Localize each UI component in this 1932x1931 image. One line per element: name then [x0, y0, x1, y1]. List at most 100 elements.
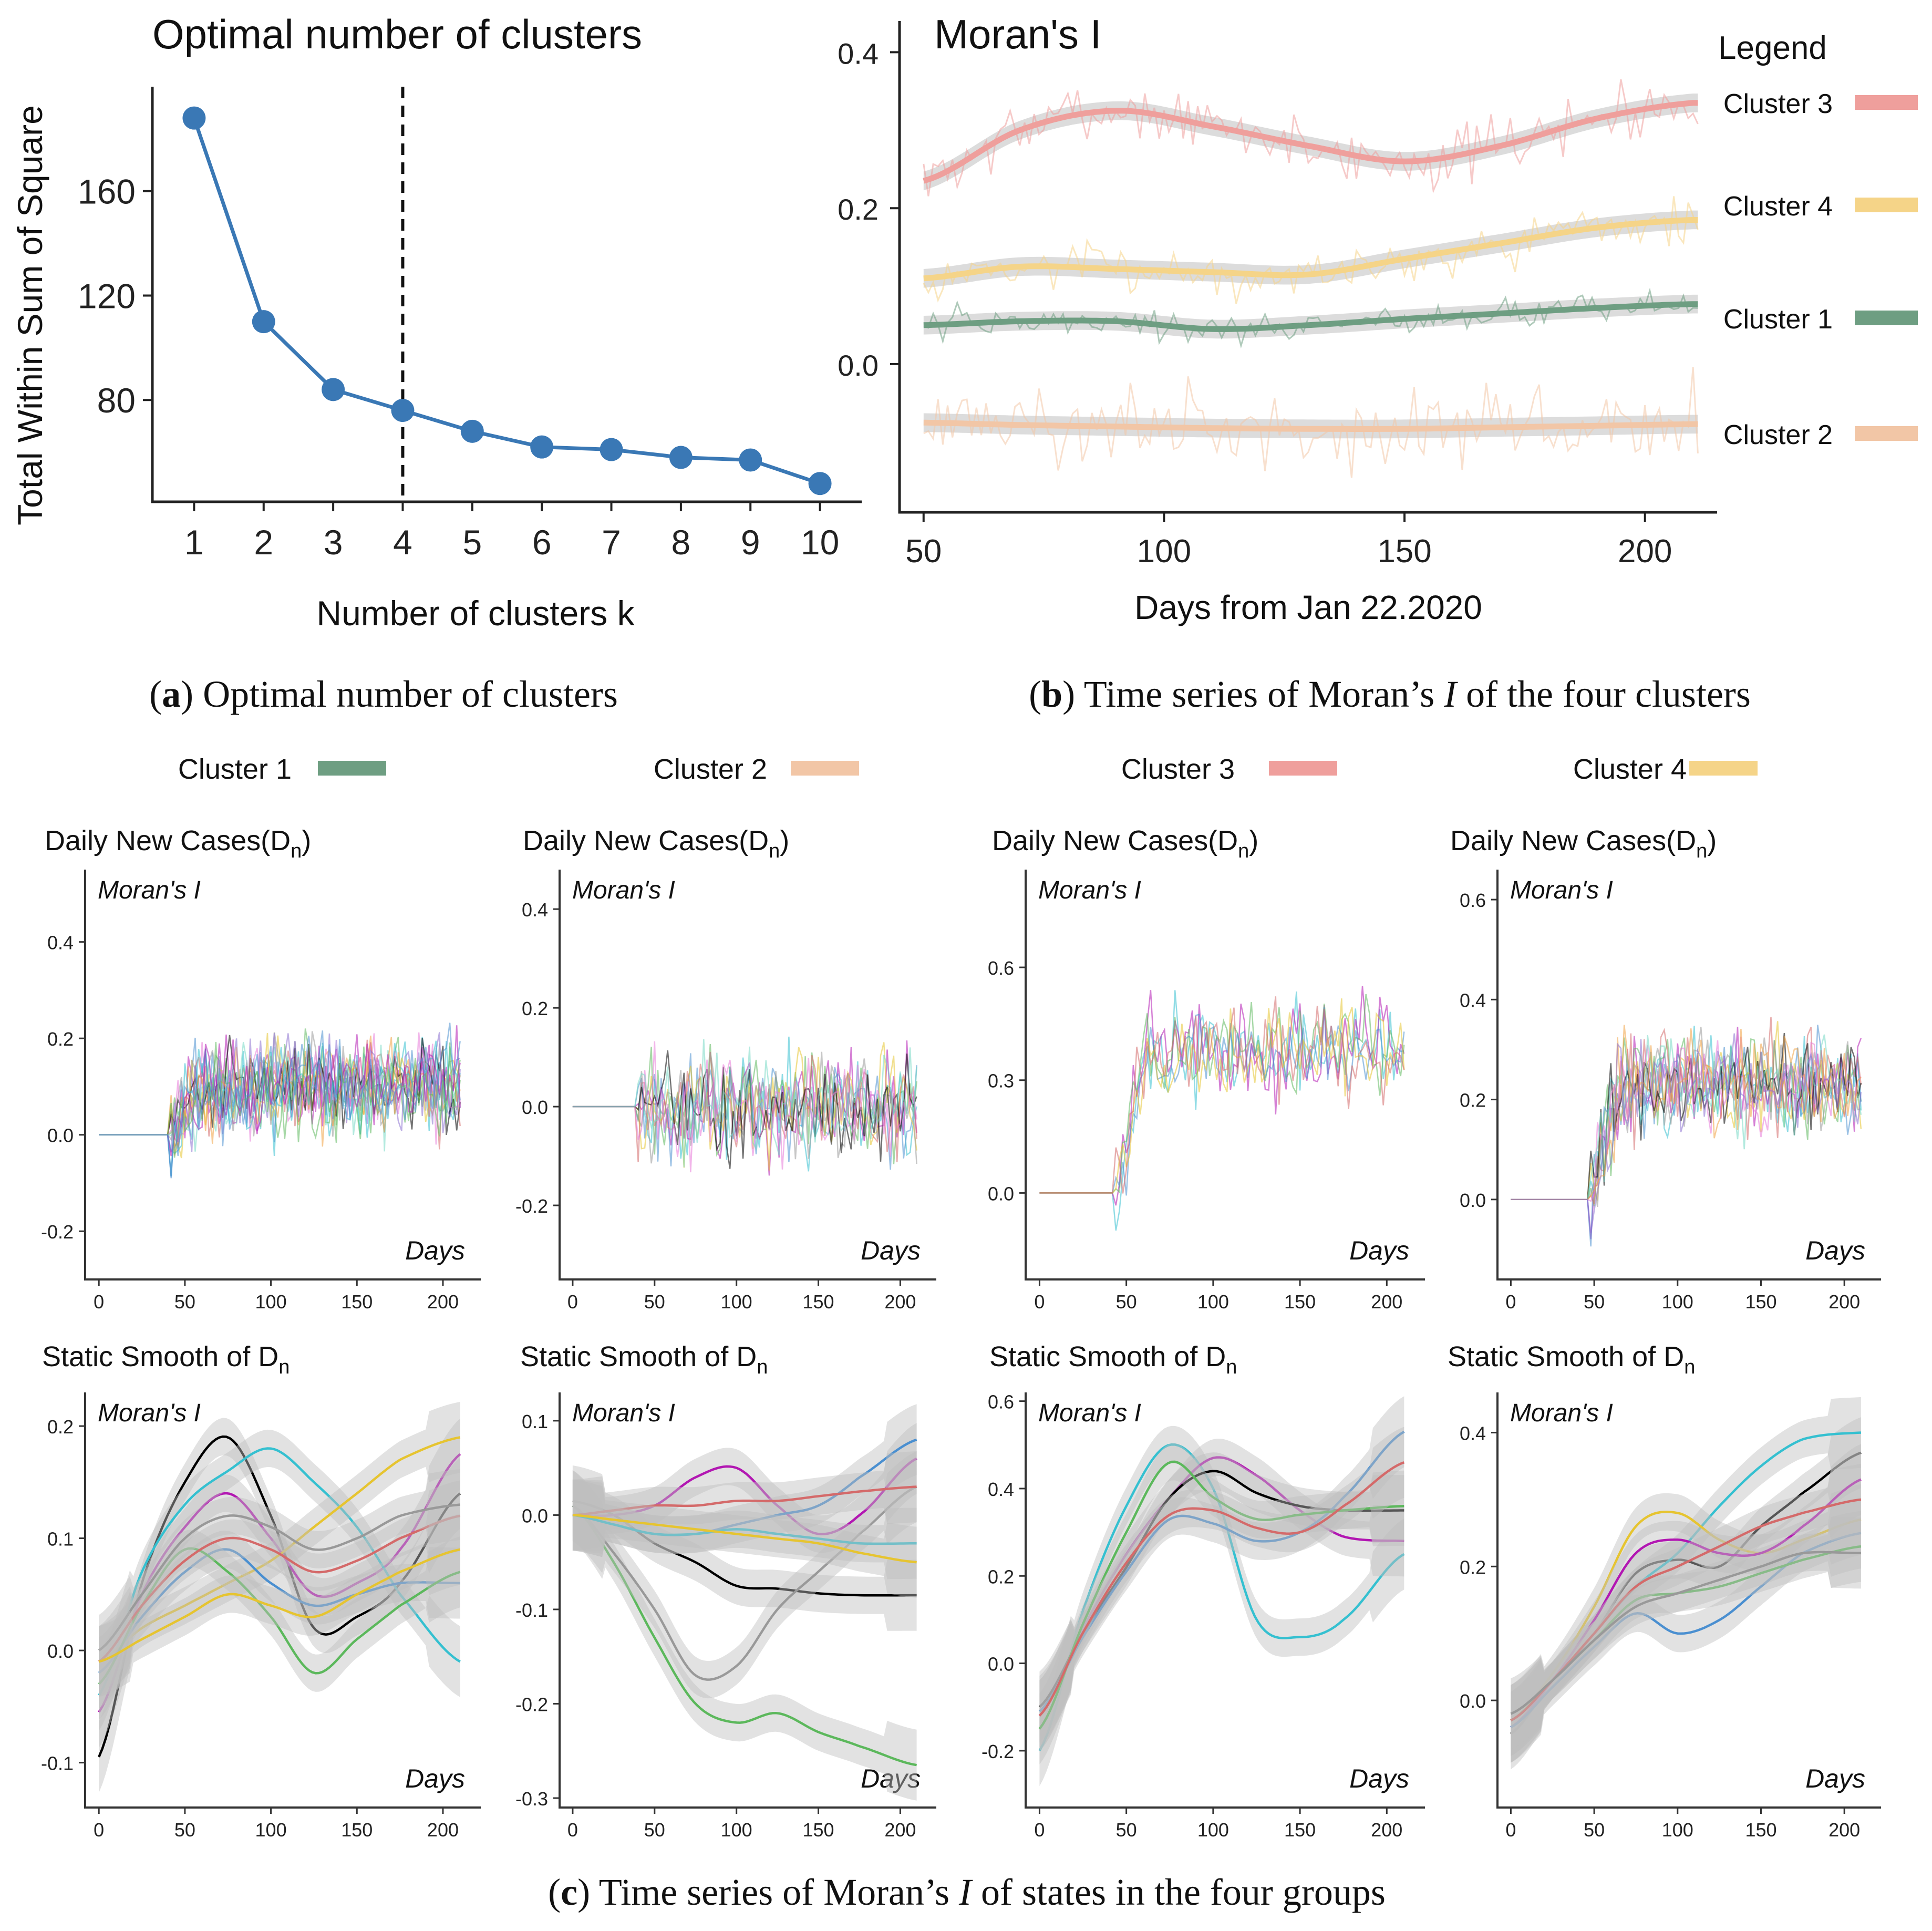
y-tick-label: 0.0	[988, 1183, 1014, 1204]
x-tick-label: 0	[94, 1819, 104, 1841]
y-tick-label: 0.0	[1460, 1190, 1486, 1211]
x-tick-label: 100	[721, 1819, 752, 1841]
y-tick-label: 0.4	[47, 932, 74, 954]
y-tick-label: 0.6	[988, 1391, 1014, 1413]
x-tick-label: 100	[255, 1291, 287, 1313]
y-tick-label: 0.0	[1460, 1690, 1486, 1712]
y-tick-label: 160	[78, 172, 136, 211]
x-tick-label: 200	[1371, 1819, 1402, 1841]
y-tick-label: 0.2	[988, 1566, 1014, 1587]
group-legend: Cluster 1 Cluster 2 Cluster 3 Cluster 4	[178, 753, 1758, 785]
panel-dn-c1: Daily New Cases(Dn)Moran's IDays-0.20.00…	[41, 825, 481, 1313]
y-tick-label: 0.1	[47, 1529, 74, 1550]
y-tick-label: 0.0	[47, 1640, 74, 1662]
y-tick-label: 0.1	[522, 1411, 548, 1432]
y-tick-label: 0.4	[988, 1479, 1014, 1500]
x-tick-label: 50	[1116, 1819, 1137, 1841]
group-legend-swatch	[1689, 761, 1758, 776]
x-tick-label: 4	[393, 523, 412, 562]
x-tick-label: 150	[1377, 533, 1431, 570]
y-tick-label: 0.4	[1460, 1422, 1486, 1444]
panel-title: Daily New Cases(Dn)	[1450, 825, 1717, 862]
legend-swatch	[1855, 198, 1918, 212]
x-tick-label: 100	[721, 1291, 752, 1313]
x-tick-label: 200	[427, 1819, 459, 1841]
panel-corner-label: Moran's I	[1510, 876, 1613, 904]
x-tick-label: 0	[567, 1291, 578, 1313]
elbow-point	[600, 438, 623, 461]
x-tick-label: 0	[1034, 1291, 1045, 1313]
x-tick-label: 50	[174, 1291, 195, 1313]
panel-corner-label: Moran's I	[98, 876, 201, 904]
group-legend-swatch	[318, 761, 386, 776]
x-tick-label: 5	[462, 523, 482, 562]
panel-title: Static Smooth of Dn	[520, 1341, 768, 1378]
y-tick-label: 0.2	[47, 1416, 74, 1438]
legend-title: Legend	[1718, 30, 1827, 66]
x-tick-label: 0	[1505, 1819, 1516, 1841]
y-tick-label: -0.1	[41, 1753, 74, 1774]
panel-corner-label: Moran's I	[98, 1399, 201, 1427]
panel-ss-c4: Static Smooth of DnMoran's IDays0.00.20.…	[1448, 1341, 1881, 1841]
series-cluster-4	[924, 197, 1698, 304]
x-tick-label: 1	[184, 523, 204, 562]
elbow-point	[669, 446, 693, 469]
elbow-chart: Optimal number of clusters 80 120 160 1 2 3 4 5 6…	[11, 11, 862, 633]
x-tick-label: 8	[671, 523, 691, 562]
x-tick-label: 200	[884, 1291, 916, 1313]
caption-a: (a) Optimal number of clusters	[149, 673, 618, 715]
y-tick-label: -0.2	[515, 1195, 548, 1217]
y-tick-label: 0.3	[988, 1070, 1014, 1092]
panel-title: Daily New Cases(Dn)	[523, 825, 789, 862]
panel-corner-label: Moran's I	[572, 876, 675, 904]
x-tick-label: 200	[1618, 533, 1672, 570]
elbow-point	[252, 310, 275, 333]
elbow-xlabel: Number of clusters k	[316, 594, 635, 633]
x-tick-label: 150	[341, 1291, 373, 1313]
x-tick-label: 150	[1284, 1819, 1316, 1841]
panel-ss-c2: Static Smooth of DnMoran's IDays-0.3-0.2…	[515, 1341, 936, 1841]
y-tick-label: 0.2	[1460, 1090, 1486, 1111]
x-tick-label: 2	[254, 523, 273, 562]
x-tick-label: 150	[803, 1819, 834, 1841]
panel-ss-c1: Static Smooth of Dn Moran's I Days -0.1 0.0 0…	[41, 1341, 481, 1841]
panel-axis-note: Days	[1349, 1236, 1409, 1265]
legend-label: Cluster 4	[1723, 191, 1833, 222]
x-tick-label: 100	[1662, 1291, 1693, 1313]
moran-title: Moran's I	[934, 11, 1101, 57]
panel-title: Static Smooth of Dn	[989, 1341, 1237, 1378]
x-tick-label: 200	[427, 1291, 459, 1313]
panel-corner-label: Moran's I	[1510, 1399, 1613, 1427]
panel-axis-note: Days	[405, 1236, 465, 1265]
x-tick-label: 200	[1828, 1819, 1860, 1841]
y-tick-label: 0.0	[522, 1097, 548, 1118]
x-tick-label: 7	[602, 523, 621, 562]
caption-c: (c) Time series of Moran’s I of states i…	[548, 1871, 1386, 1913]
elbow-point	[322, 378, 345, 401]
moran-legend: Legend Cluster 3 Cluster 4 Cluster 1 Cluster…	[1718, 30, 1918, 450]
legend-swatch	[1855, 311, 1918, 325]
x-tick-label: 100	[1197, 1819, 1229, 1841]
x-tick-label: 50	[644, 1291, 665, 1313]
x-tick-label: 6	[532, 523, 552, 562]
elbow-point	[391, 399, 414, 422]
x-tick-label: 0	[1034, 1819, 1045, 1841]
legend-label: Cluster 2	[1723, 420, 1833, 450]
elbow-point	[739, 449, 762, 472]
y-tick-label: -0.1	[515, 1599, 548, 1621]
figure: Optimal number of clusters801201601 2 3 4 5 6…	[0, 0, 1932, 1931]
y-tick-label: -0.2	[41, 1221, 74, 1243]
panel-dn-c2: Daily New Cases(Dn) Moran's I Days -0.2 0.0 0…	[515, 825, 936, 1313]
y-tick-label: 80	[97, 381, 136, 420]
y-tick-label: -0.3	[515, 1788, 548, 1810]
panel-corner-label: Moran's I	[1038, 1399, 1141, 1427]
elbow-title: Optimal number of clusters	[152, 11, 642, 57]
panel-corner-label: Moran's I	[572, 1399, 675, 1427]
panel-ss-c3: Static Smooth of Dn Moran's I Days -0.2 0.0 0…	[982, 1341, 1425, 1841]
x-tick-label: 50	[905, 533, 942, 570]
y-tick-label: 0.2	[1460, 1556, 1486, 1578]
group-legend-swatch	[1269, 761, 1337, 776]
panel-axis-note: Days	[1805, 1236, 1865, 1265]
x-tick-label: 0	[567, 1819, 578, 1841]
x-tick-label: 150	[1745, 1819, 1776, 1841]
